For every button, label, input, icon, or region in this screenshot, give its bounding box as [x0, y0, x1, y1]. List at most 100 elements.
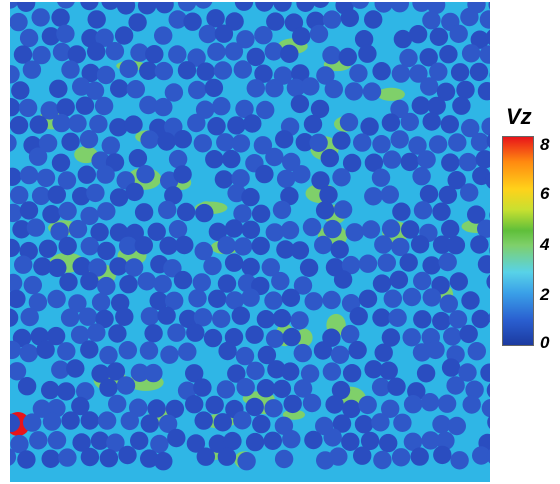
particle [419, 184, 439, 204]
particle [85, 81, 105, 100]
particle [409, 64, 428, 83]
particle [422, 11, 441, 30]
particle [60, 308, 80, 327]
particle [40, 101, 59, 120]
particle [130, 431, 149, 450]
particle [245, 397, 264, 417]
particle [153, 274, 172, 294]
particle [101, 2, 120, 10]
particle [432, 235, 452, 254]
particle [225, 291, 244, 310]
particle [400, 112, 419, 132]
particle [408, 136, 427, 155]
particle [28, 147, 48, 166]
particle [214, 24, 234, 43]
particle [358, 289, 378, 308]
particle [51, 153, 71, 172]
particle [56, 24, 75, 43]
particle [467, 205, 486, 224]
particle [443, 327, 462, 346]
particle [213, 61, 233, 80]
particle [165, 291, 184, 310]
particle [399, 253, 418, 272]
particle [137, 272, 156, 291]
particle [231, 306, 250, 325]
particle [293, 379, 313, 398]
particle [101, 136, 121, 155]
particle [139, 61, 158, 80]
particle [280, 186, 299, 206]
particle [403, 395, 423, 414]
particle [178, 342, 197, 361]
particle [449, 24, 468, 43]
particle [12, 220, 31, 239]
particle [42, 205, 61, 224]
particle [80, 272, 99, 291]
particle [56, 98, 75, 117]
particle [322, 10, 342, 29]
particle [118, 445, 137, 465]
particle [241, 220, 261, 239]
particle [341, 255, 361, 275]
particle [61, 60, 80, 79]
particle [130, 43, 149, 62]
particle [145, 45, 164, 64]
particle [10, 203, 23, 223]
particle [19, 201, 39, 220]
particle [96, 165, 115, 184]
particle [10, 273, 23, 293]
particle [105, 42, 125, 61]
particle [330, 240, 349, 259]
particle [207, 117, 226, 136]
particle [222, 149, 241, 169]
particle [341, 432, 360, 451]
particle [265, 79, 284, 98]
particle [167, 323, 186, 342]
particle [467, 342, 486, 361]
particle [338, 47, 357, 67]
particle [281, 288, 301, 307]
particle [245, 432, 265, 452]
particle [17, 450, 36, 469]
particle [20, 307, 39, 327]
particle [179, 309, 198, 329]
particle [109, 118, 128, 137]
particle [68, 114, 87, 133]
particle [18, 98, 38, 118]
particle [177, 381, 197, 400]
particle [391, 448, 411, 467]
particle [241, 257, 260, 277]
particle [390, 2, 409, 13]
particle [72, 433, 91, 452]
particle [462, 395, 481, 414]
particle [280, 44, 299, 63]
particle [57, 342, 76, 361]
particle [256, 100, 275, 120]
particle [203, 328, 223, 348]
particle [403, 432, 423, 451]
particle [382, 150, 402, 169]
particle [108, 324, 127, 343]
particle [410, 235, 430, 254]
particle [281, 362, 300, 381]
particle [47, 185, 66, 204]
particle [372, 274, 392, 293]
particle [263, 431, 282, 450]
particle [80, 2, 99, 11]
particle [371, 168, 391, 187]
particle [342, 364, 362, 383]
particle [99, 378, 118, 397]
particle [10, 238, 20, 258]
particle [10, 448, 17, 466]
particle [296, 2, 315, 12]
particle [154, 452, 173, 471]
particle [251, 236, 270, 256]
particle [23, 413, 42, 432]
particle [173, 270, 193, 290]
particle [31, 8, 50, 27]
particle [264, 399, 283, 418]
particle [216, 133, 235, 152]
particle [154, 26, 173, 45]
particle [186, 323, 205, 342]
particle [233, 204, 252, 223]
